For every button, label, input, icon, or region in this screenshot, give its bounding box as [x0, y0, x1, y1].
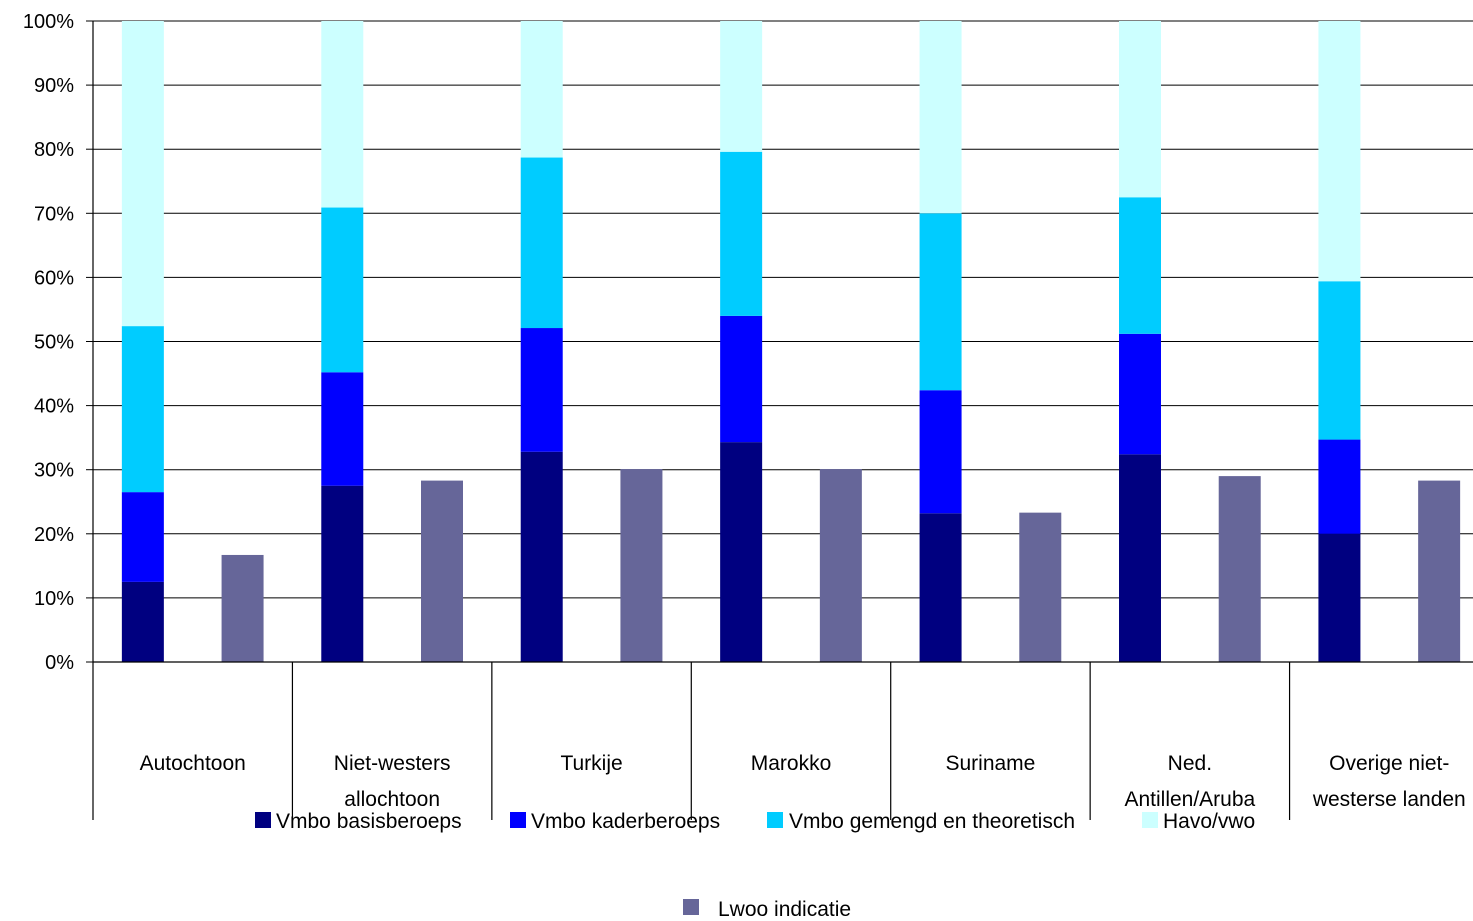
legend-label: Lwoo indicatie — [718, 898, 851, 921]
axes — [86, 20, 1473, 820]
bar-segment — [321, 485, 364, 662]
bar-segment — [121, 581, 164, 662]
legend-swatch — [510, 812, 526, 828]
bar-segment — [321, 207, 364, 373]
bar — [620, 469, 663, 662]
bar-segment — [1318, 21, 1361, 282]
bar-segment — [121, 492, 164, 582]
bar-segment — [1119, 454, 1161, 662]
x-axis-category-labels: Autochtoon Niet-westers allochtoon Turkije M… — [140, 752, 1466, 811]
y-axis-tick-labels: 0% 10% 20% 30% 40% 50% 60% 70% 80% 90% 100% — [23, 11, 74, 674]
legend-swatch — [255, 812, 271, 828]
y-tick-label: 60% — [34, 267, 74, 289]
bar-segment — [1318, 439, 1361, 534]
category-label: westerse landen — [1312, 788, 1466, 811]
bar-segment — [321, 21, 364, 208]
category-label: Suriname — [945, 752, 1035, 775]
bar — [1019, 512, 1062, 662]
bar-segment — [520, 157, 563, 329]
legend-label: Vmbo basisberoeps — [276, 810, 462, 833]
y-tick-label: 100% — [23, 11, 74, 33]
legend-label: Vmbo gemengd en theoretisch — [789, 810, 1075, 833]
category-label: Overige niet- — [1329, 752, 1449, 775]
bar-segment — [919, 390, 962, 514]
y-tick-label: 30% — [34, 460, 74, 482]
legend-swatch — [683, 899, 699, 915]
category-label: Ned. — [1168, 752, 1212, 775]
bar-segment — [1119, 333, 1161, 455]
bar-segment — [919, 213, 962, 391]
bar — [819, 469, 862, 662]
bar — [221, 554, 264, 662]
legend-label: Havo/vwo — [1163, 810, 1255, 833]
category-label: Antillen/Aruba — [1124, 788, 1255, 811]
legend-label: Vmbo kaderberoeps — [531, 810, 720, 833]
bar-segment — [321, 372, 364, 486]
category-label: Niet-westers — [334, 752, 451, 775]
bar — [1218, 476, 1261, 662]
y-tick-label: 0% — [45, 652, 74, 674]
bar-segment — [1119, 21, 1161, 198]
category-label: Turkije — [560, 752, 622, 775]
bar — [1418, 480, 1461, 662]
bar-segment — [1318, 281, 1361, 440]
legend-swatch — [767, 812, 783, 828]
y-tick-label: 90% — [34, 75, 74, 97]
bar-segment — [520, 451, 563, 662]
bar — [421, 480, 463, 662]
bar-segment — [121, 326, 164, 493]
y-tick-label: 40% — [34, 396, 74, 418]
y-tick-label: 20% — [34, 524, 74, 546]
legend: Vmbo basisberoeps Vmbo kaderberoeps Vmbo g… — [255, 810, 1255, 921]
legend-swatch — [1142, 812, 1158, 828]
category-label: Autochtoon — [140, 752, 246, 775]
bar-segment — [919, 21, 962, 214]
bar-segment — [520, 328, 563, 452]
y-tick-label: 10% — [34, 588, 74, 610]
bar-segment — [720, 21, 763, 152]
bar-segment — [720, 442, 763, 662]
y-tick-label: 80% — [34, 139, 74, 161]
bar-segment — [720, 315, 763, 443]
bar-segment — [720, 151, 763, 316]
y-tick-label: 70% — [34, 203, 74, 225]
bar-segment — [919, 513, 962, 662]
category-label: allochtoon — [344, 788, 440, 811]
bar-segment — [520, 21, 563, 158]
bars — [121, 21, 1461, 662]
y-tick-label: 50% — [34, 332, 74, 354]
bar-segment — [1119, 197, 1161, 334]
bar-segment — [121, 21, 164, 327]
category-label: Marokko — [751, 752, 832, 775]
gridlines — [93, 20, 1473, 599]
bar-segment — [1318, 533, 1361, 662]
